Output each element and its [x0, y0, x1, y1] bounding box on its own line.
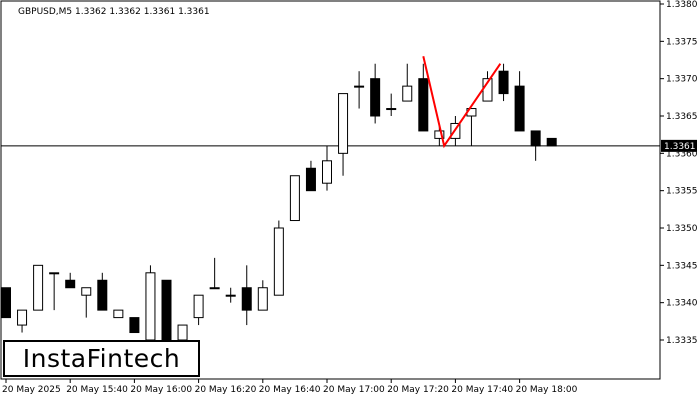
candle-body-bullish — [434, 130, 445, 139]
candle-body-bearish — [418, 78, 429, 132]
x-tick-label: 20 May 18:00 — [516, 385, 578, 395]
y-tick-label: 1.3375 — [666, 37, 698, 47]
x-tick-label: 20 May 2025 — [2, 385, 61, 395]
candle-body-bullish — [289, 175, 300, 222]
x-tick-label: 20 May 17:40 — [451, 385, 513, 395]
candle-body-bearish — [498, 70, 509, 95]
candle-body-bearish — [129, 317, 140, 334]
candle-body-bullish — [257, 287, 268, 311]
double-top-pattern-line — [422, 56, 502, 149]
candle-body-bearish — [546, 137, 557, 147]
candle-body-bullish — [193, 294, 204, 319]
candle-body-bearish — [305, 167, 316, 192]
candle-body-bullish — [338, 93, 349, 154]
y-tick-label: 1.3365 — [666, 112, 698, 122]
candle-body-bullish — [402, 85, 413, 102]
instafintech-logo: InstaFintech — [3, 340, 200, 377]
x-tick-label: 20 May 15:40 — [66, 385, 128, 395]
candle-body-bullish — [225, 294, 236, 297]
x-tick-label: 20 May 16:20 — [195, 385, 257, 395]
y-tick-label: 1.3335 — [666, 336, 698, 346]
candle-body-bullish — [386, 108, 397, 111]
candle-body-bullish — [81, 287, 92, 296]
x-tick-label: 20 May 17:20 — [387, 385, 449, 395]
candle-body-bullish — [145, 272, 156, 341]
candle-body-bearish — [514, 85, 525, 132]
x-tick-label: 20 May 16:00 — [130, 385, 192, 395]
y-tick-label: 1.3340 — [666, 299, 698, 309]
x-tick-label: 20 May 16:40 — [259, 385, 321, 395]
y-tick-label: 1.3360 — [666, 149, 698, 159]
current-price-tag — [661, 139, 697, 152]
candle-body-bullish — [273, 227, 284, 296]
candle-body-bearish — [530, 130, 541, 147]
x-tick-label: 20 May 17:00 — [323, 385, 385, 395]
candle-body-bullish — [113, 309, 124, 319]
candle-body-bullish — [209, 287, 220, 290]
candle-body-bearish — [161, 279, 172, 341]
candle-body-bullish — [33, 264, 44, 311]
y-tick-label: 1.3380 — [666, 0, 698, 10]
current-price-label: 1.3361 — [664, 142, 696, 152]
chart-title: GBPUSD,M5 1.3362 1.3362 1.3361 1.3361 — [18, 7, 210, 17]
candle-body-bullish — [354, 85, 365, 88]
y-tick-label: 1.3345 — [666, 261, 698, 271]
y-tick-label: 1.3370 — [666, 75, 698, 85]
candle-body-bearish — [97, 279, 108, 311]
candle-body-bullish — [49, 272, 60, 275]
candle-body-bearish — [65, 279, 76, 289]
candle-body-bullish — [177, 324, 188, 341]
candle-body-bullish — [322, 160, 332, 184]
candle-body-bearish — [1, 287, 11, 319]
candle-body-bearish — [241, 287, 252, 311]
y-tick-label: 1.3350 — [666, 224, 698, 234]
candle-body-bullish — [17, 309, 28, 326]
candle-body-bearish — [370, 78, 381, 117]
y-tick-label: 1.3355 — [666, 187, 698, 197]
plot-frame — [0, 0, 661, 380]
